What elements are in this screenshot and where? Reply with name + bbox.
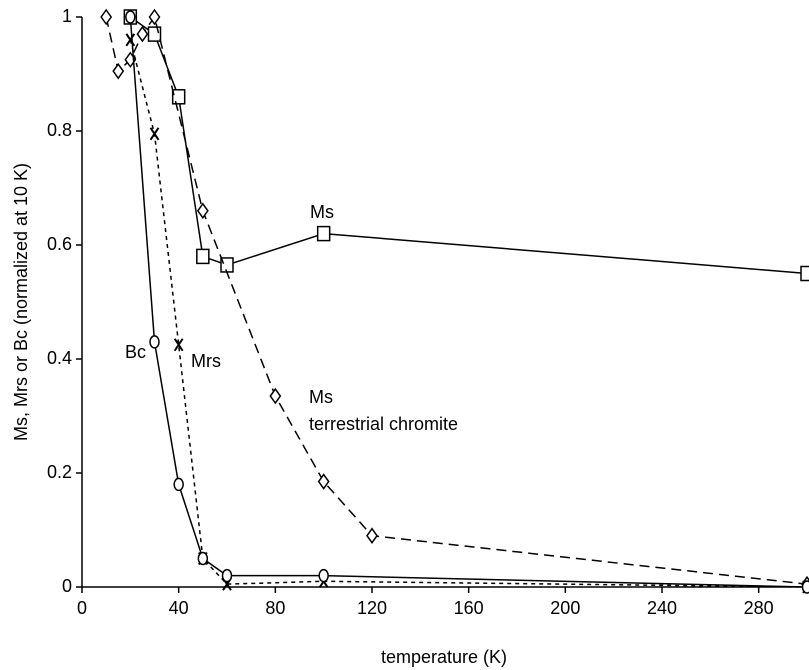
- marker: [147, 26, 162, 42]
- marker: [171, 89, 186, 105]
- marker: [149, 127, 160, 141]
- marker: [800, 265, 809, 282]
- series-label: Bc: [125, 342, 146, 362]
- marker: [316, 225, 331, 242]
- marker: [196, 248, 210, 265]
- y-tick-label: 0: [62, 576, 72, 596]
- marker: [173, 338, 184, 352]
- x-tick-label: 120: [357, 598, 387, 618]
- marker: [125, 10, 136, 24]
- marker: [148, 8, 161, 26]
- marker: [100, 8, 113, 26]
- series-line: [105, 15, 808, 585]
- series-label: Ms: [309, 387, 333, 407]
- y-tick-label: 0.2: [47, 462, 72, 482]
- x-tick-label: 240: [647, 598, 677, 618]
- y-tick-label: 1: [62, 6, 72, 26]
- series-line: [129, 16, 808, 588]
- series-label: Ms: [310, 202, 334, 222]
- marker: [112, 62, 125, 80]
- marker: [221, 568, 233, 583]
- marker: [196, 202, 209, 220]
- series-label: Mrs: [191, 351, 221, 371]
- x-tick-label: 40: [169, 598, 189, 618]
- x-tick-label: 80: [265, 598, 285, 618]
- marker: [149, 335, 160, 349]
- x-tick-label: 160: [454, 598, 484, 618]
- y-tick-label: 0.4: [47, 348, 72, 368]
- x-axis-label: temperature (K): [381, 647, 507, 667]
- marker: [317, 473, 330, 490]
- annotation: terrestrial chromite: [309, 414, 458, 434]
- x-tick-label: 0: [77, 598, 87, 618]
- x-tick-label: 200: [550, 598, 580, 618]
- marker: [801, 580, 809, 594]
- marker: [197, 551, 209, 566]
- marker: [136, 25, 149, 43]
- marker: [366, 527, 378, 544]
- x-tick-label: 280: [744, 598, 774, 618]
- marker: [318, 568, 329, 583]
- marker: [269, 387, 282, 405]
- marker: [173, 477, 184, 492]
- marker: [125, 33, 136, 47]
- y-tick-label: 0.8: [47, 120, 72, 140]
- series-line: [129, 39, 808, 588]
- series-line: [129, 16, 808, 275]
- y-tick-label: 0.6: [47, 234, 72, 254]
- y-axis-label: Ms, Mrs or Bc (normalized at 10 K): [11, 163, 31, 441]
